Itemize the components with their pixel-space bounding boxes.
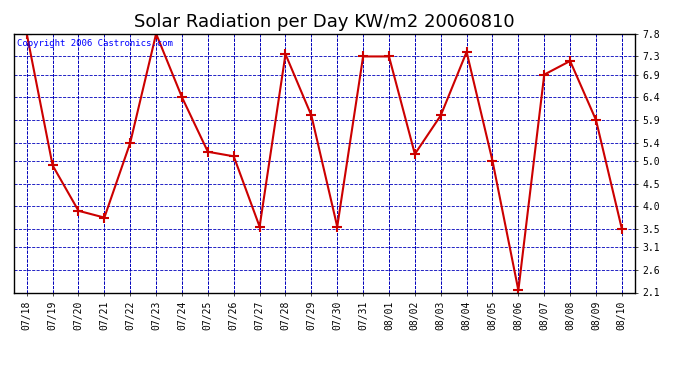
Title: Solar Radiation per Day KW/m2 20060810: Solar Radiation per Day KW/m2 20060810 [134, 13, 515, 31]
Text: Copyright 2006 Castronics.com: Copyright 2006 Castronics.com [17, 39, 172, 48]
